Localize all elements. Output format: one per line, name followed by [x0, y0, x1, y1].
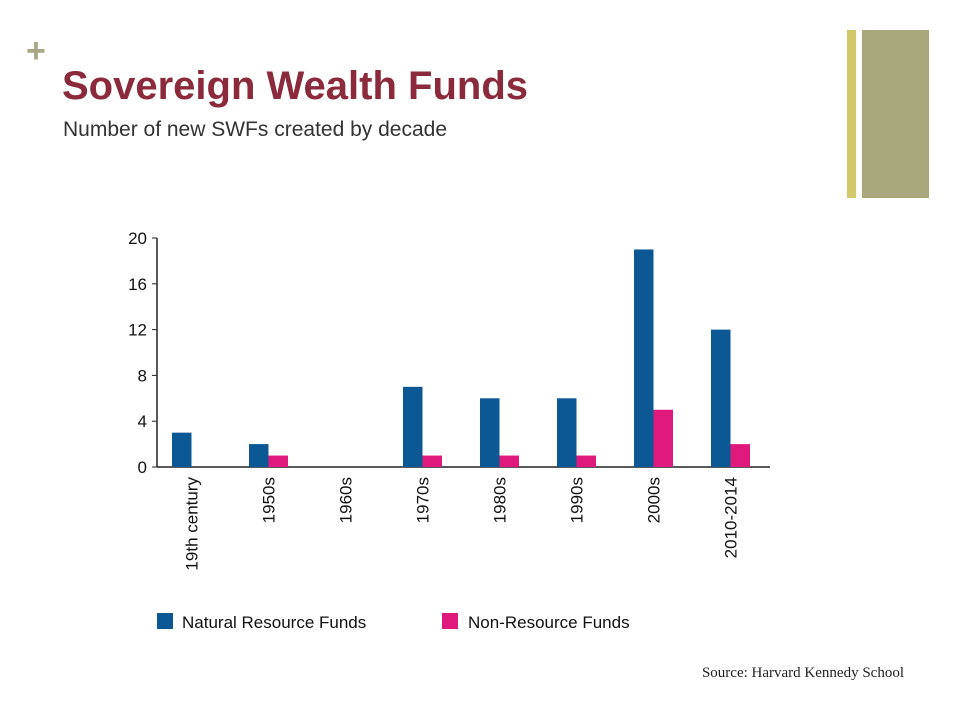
- plus-icon: +: [26, 32, 46, 70]
- y-tick-label: 0: [138, 458, 147, 477]
- x-tick-label: 1980s: [491, 477, 510, 523]
- x-tick-label: 2010-2014: [722, 477, 741, 558]
- x-tick-label: 1960s: [337, 477, 356, 523]
- y-tick-label: 8: [138, 366, 147, 385]
- slide-subtitle: Number of new SWFs created by decade: [63, 118, 448, 141]
- bar-non-resource: [653, 409, 673, 467]
- x-tick-label: 1990s: [568, 477, 587, 523]
- bar-natural-resource: [172, 432, 192, 467]
- x-tick-label: 19th century: [183, 477, 202, 571]
- x-tick-label: 1970s: [414, 477, 433, 523]
- legend-swatch: [157, 613, 173, 629]
- x-tick-label: 2000s: [645, 477, 664, 523]
- legend-swatch: [442, 613, 458, 629]
- bar-non-resource: [730, 444, 750, 467]
- bar-non-resource: [499, 455, 519, 467]
- legend-label: Natural Resource Funds: [182, 613, 366, 632]
- y-tick-label: 20: [128, 229, 147, 248]
- bar-non-resource: [268, 455, 288, 467]
- bar-natural-resource: [249, 444, 269, 467]
- bar-natural-resource: [403, 386, 423, 467]
- x-tick-label: 1950s: [260, 477, 279, 523]
- y-tick-label: 12: [128, 321, 147, 340]
- bar-natural-resource: [634, 249, 654, 467]
- y-tick-label: 16: [128, 275, 147, 294]
- bar-non-resource: [422, 455, 442, 467]
- bar-natural-resource: [557, 398, 577, 467]
- y-tick-label: 4: [138, 412, 147, 431]
- decorative-stripe-thick: [862, 30, 929, 198]
- decorative-stripe-thin: [847, 30, 856, 198]
- source-citation: Source: Harvard Kennedy School: [701, 665, 904, 681]
- bar-natural-resource: [480, 398, 500, 467]
- slide-title: Sovereign Wealth Funds: [62, 64, 528, 108]
- bar-non-resource: [576, 455, 596, 467]
- bar-natural-resource: [711, 329, 731, 467]
- legend-label: Non-Resource Funds: [468, 613, 630, 632]
